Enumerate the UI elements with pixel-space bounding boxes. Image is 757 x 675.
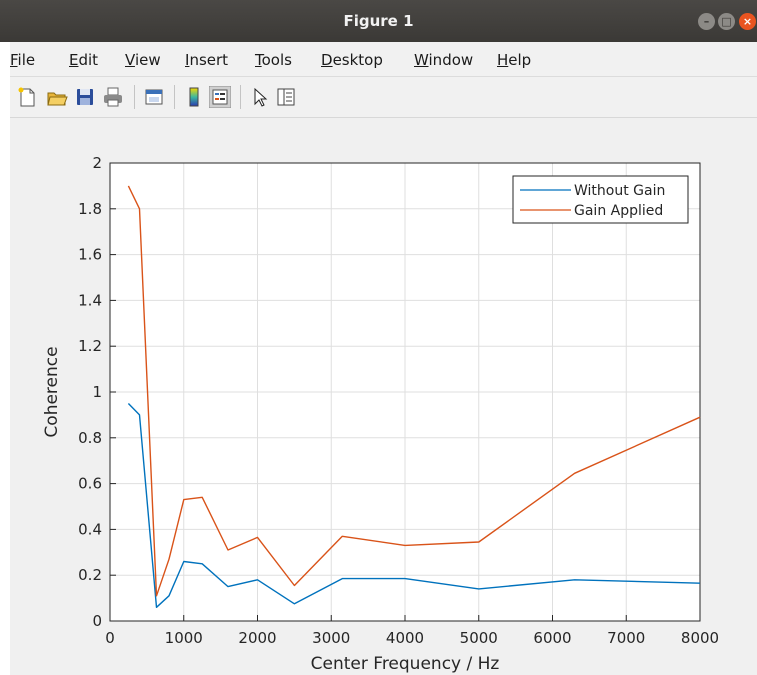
link-plot-icon[interactable]	[143, 86, 165, 108]
window-edge	[0, 42, 10, 675]
title-bar: Figure 1 – □ ×	[0, 0, 757, 42]
menu-desktop[interactable]: Desktop	[321, 51, 383, 69]
menu-insert[interactable]: Insert	[185, 51, 229, 69]
x-tick-label: 2000	[238, 629, 276, 647]
x-tick-label: 0	[105, 629, 115, 647]
y-tick-label: 0.2	[78, 566, 102, 584]
property-inspector-icon[interactable]	[275, 86, 297, 108]
y-tick-label: 0.4	[78, 520, 102, 538]
y-tick-label: 1.8	[78, 200, 102, 218]
x-tick-label: 5000	[460, 629, 498, 647]
legend-label-without-gain: Without Gain	[574, 183, 665, 199]
print-icon[interactable]	[102, 86, 124, 108]
toolbar-separator	[174, 85, 175, 109]
x-axis-label: Center Frequency / Hz	[311, 654, 500, 674]
y-tick-label: 0	[92, 612, 102, 630]
y-tick-label: 0.8	[78, 429, 102, 447]
minimize-button[interactable]: –	[698, 13, 715, 30]
axis-ticks: 0 1000 2000 3000 4000 5000 6000 7000 8000 0 0.2 0.4…	[78, 154, 719, 647]
y-tick-label: 1.4	[78, 291, 102, 309]
legend-box	[512, 175, 689, 224]
y-axis-label: Coherence	[42, 346, 62, 437]
open-file-icon[interactable]	[46, 86, 68, 108]
menu-view[interactable]: View	[125, 51, 161, 69]
new-figure-icon[interactable]	[16, 86, 38, 108]
toolbar	[10, 77, 757, 118]
close-button[interactable]: ×	[739, 13, 756, 30]
menu-window[interactable]: Window	[414, 51, 474, 69]
line-chart[interactable]: 0 1000 2000 3000 4000 5000 6000 7000 8000 0 0.2 0.4…	[10, 118, 757, 675]
series-line-without-gain[interactable]	[127, 403, 701, 608]
pointer-icon[interactable]	[249, 86, 271, 108]
legend-label-gain-applied: Gain Applied	[574, 203, 663, 219]
y-tick-label: 1	[92, 383, 102, 401]
series-line-gain-applied[interactable]	[127, 185, 701, 597]
menu-tools[interactable]: Tools	[255, 51, 292, 69]
x-tick-label: 4000	[386, 629, 424, 647]
x-tick-label: 6000	[533, 629, 571, 647]
save-icon[interactable]	[74, 86, 96, 108]
x-tick-label: 8000	[681, 629, 719, 647]
legend-icon[interactable]	[209, 86, 231, 108]
x-tick-label: 3000	[312, 629, 350, 647]
menu-edit[interactable]: Edit	[69, 51, 99, 69]
y-tick-label: 1.6	[78, 246, 102, 264]
toolbar-separator	[240, 85, 241, 109]
y-tick-label: 0.6	[78, 475, 102, 493]
x-tick-label: 7000	[607, 629, 645, 647]
colorbar-icon[interactable]	[183, 86, 205, 108]
y-tick-label: 1.2	[78, 337, 102, 355]
x-tick-label: 1000	[165, 629, 203, 647]
menu-bar: File Edit View Insert Tools Desktop Wind…	[10, 42, 757, 77]
toolbar-separator	[134, 85, 135, 109]
series-lines	[127, 185, 701, 608]
legend[interactable]: Without Gain Gain Applied	[512, 175, 689, 224]
figure-canvas: 0 1000 2000 3000 4000 5000 6000 7000 8000 0 0.2 0.4…	[10, 118, 757, 675]
y-tick-label: 2	[92, 154, 102, 172]
menu-file[interactable]: File	[10, 51, 36, 69]
maximize-button[interactable]: □	[718, 13, 735, 30]
menu-help[interactable]: Help	[497, 51, 532, 69]
window-title: Figure 1	[343, 12, 414, 30]
